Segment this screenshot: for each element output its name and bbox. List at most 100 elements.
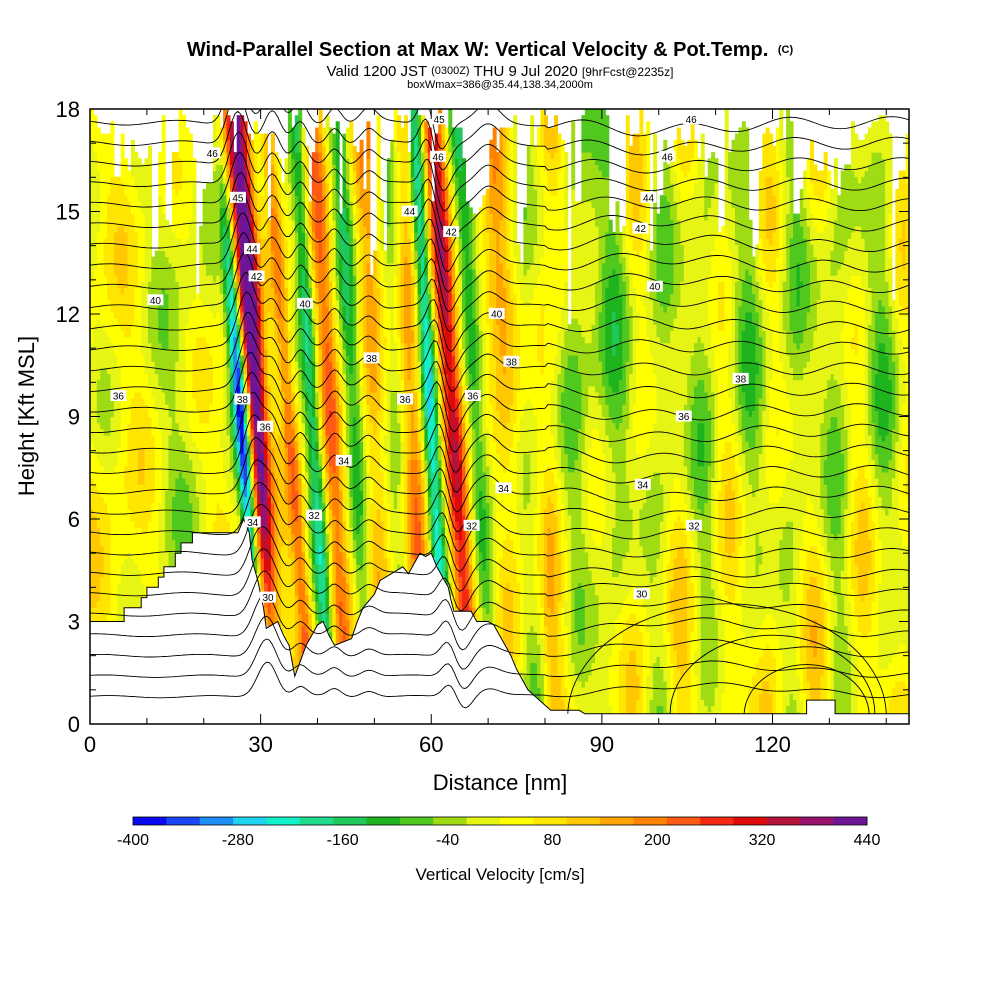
velocity-cell [342, 551, 347, 577]
velocity-cell [898, 238, 903, 252]
velocity-cell [816, 281, 821, 301]
velocity-cell [775, 502, 780, 633]
velocity-cell [878, 539, 883, 584]
velocity-cell [322, 428, 327, 448]
velocity-cell [482, 195, 487, 251]
velocity-cell [240, 330, 245, 338]
velocity-cell [178, 471, 183, 554]
velocity-cell [291, 551, 296, 584]
velocity-cell [584, 416, 589, 553]
velocity-cell [581, 115, 586, 153]
contour-label: 34 [338, 456, 350, 467]
velocity-cell [233, 281, 238, 288]
velocity-cell [810, 139, 814, 184]
velocity-cell [96, 170, 101, 233]
velocity-cell [847, 404, 852, 516]
velocity-cell [905, 453, 909, 497]
velocity-cell [335, 361, 340, 387]
velocity-cell [424, 121, 429, 135]
velocity-cell [605, 435, 610, 715]
velocity-cell [448, 533, 453, 553]
velocity-cell [721, 619, 726, 694]
velocity-cell [93, 484, 98, 516]
velocity-cell [311, 361, 316, 418]
velocity-cell [308, 465, 313, 528]
velocity-cell [427, 539, 432, 555]
velocity-cell [294, 594, 299, 673]
velocity-cell [748, 637, 753, 688]
velocity-cell [864, 594, 869, 639]
velocity-cell [482, 471, 487, 510]
colorbar-tick-label: -160 [327, 832, 359, 849]
velocity-cell [257, 490, 262, 504]
velocity-cell [902, 545, 907, 645]
velocity-cell [844, 164, 849, 252]
velocity-cell [796, 711, 801, 715]
velocity-cell [472, 428, 477, 510]
velocity-cell [581, 533, 586, 590]
velocity-cell [277, 244, 282, 319]
velocity-cell [410, 213, 415, 233]
y-tick-label: 15 [56, 200, 80, 225]
velocity-cell [284, 336, 289, 399]
velocity-cell [113, 275, 118, 319]
velocity-cell [318, 619, 323, 624]
velocity-cell [294, 521, 299, 559]
velocity-cell [857, 275, 862, 467]
velocity-cell [448, 564, 453, 584]
velocity-cell [482, 250, 487, 331]
velocity-cell [468, 373, 473, 399]
velocity-cell [107, 514, 112, 614]
velocity-cell [236, 367, 241, 387]
velocity-cell [206, 305, 210, 344]
velocity-cell [318, 453, 323, 467]
velocity-cell [291, 533, 296, 553]
velocity-cell [168, 416, 173, 436]
velocity-cell [885, 668, 890, 713]
velocity-cell [301, 582, 306, 627]
velocity-cell [383, 250, 388, 282]
velocity-cell [813, 619, 818, 657]
velocity-cell [755, 576, 760, 633]
velocity-cell [462, 441, 466, 467]
velocity-cell [202, 305, 207, 338]
velocity-cell [550, 435, 555, 473]
velocity-cell [229, 268, 234, 276]
velocity-cell [803, 625, 808, 639]
velocity-cell [229, 441, 234, 473]
colorbar-frame [132, 816, 868, 826]
velocity-cell [578, 373, 582, 430]
velocity-cell [366, 158, 371, 239]
velocity-cell [530, 115, 535, 165]
velocity-cell [448, 478, 453, 491]
velocity-cell [840, 330, 845, 344]
velocity-cell [806, 158, 811, 196]
velocity-cell [509, 299, 514, 405]
velocity-cell [284, 238, 289, 288]
contour-label: 30 [262, 593, 274, 604]
velocity-cell [192, 158, 197, 184]
colorbar-swatch [633, 817, 668, 825]
velocity-cell [397, 152, 402, 264]
velocity-cell [591, 324, 596, 387]
velocity-cell [414, 232, 419, 251]
velocity-cell [752, 496, 756, 639]
velocity-cell [117, 582, 122, 623]
velocity-cell [659, 342, 664, 485]
velocity-cell [612, 232, 617, 270]
velocity-cell [257, 133, 262, 190]
velocity-cell [287, 527, 292, 559]
velocity-cell [506, 465, 511, 534]
velocity-cell [267, 570, 272, 596]
velocity-cell [349, 570, 354, 596]
velocity-cell [844, 250, 849, 301]
velocity-cell [557, 170, 562, 331]
velocity-cell [820, 201, 825, 233]
velocity-cell [584, 342, 589, 418]
velocity-cell [294, 422, 299, 442]
velocity-cell [236, 361, 241, 368]
velocity-cell [260, 164, 265, 196]
velocity-cell [277, 182, 282, 202]
velocity-cell [298, 367, 303, 393]
velocity-cell [659, 521, 664, 670]
